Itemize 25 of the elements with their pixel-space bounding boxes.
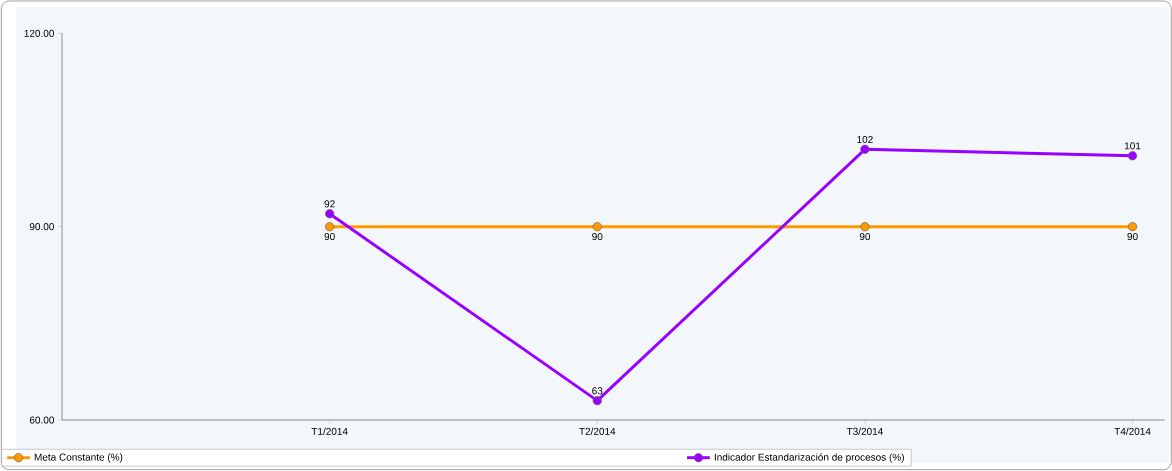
point	[860, 222, 870, 232]
point	[860, 144, 870, 154]
legend-label: Meta Constante (%)	[34, 453, 123, 463]
y-tick-label: 120.00	[24, 29, 55, 37]
data-label: 92	[324, 200, 335, 208]
x-tick-label: T3/2014	[846, 427, 883, 435]
data-label: 63	[592, 387, 603, 395]
point	[325, 209, 335, 219]
y-tick-label: 60.00	[29, 416, 55, 424]
y-tick-label: 90.00	[29, 223, 55, 231]
point	[1127, 222, 1138, 232]
point	[325, 222, 335, 232]
data-label: 101	[1124, 142, 1141, 150]
legend-label: Indicador Estandarización de procesos (%)	[714, 453, 904, 463]
x-tick-label: T2/2014	[579, 427, 616, 435]
point	[1127, 151, 1138, 161]
point	[592, 222, 602, 232]
x-tick-label: T4/2014	[1114, 427, 1151, 435]
data-label: 90	[1127, 232, 1138, 241]
data-label: 90	[324, 232, 335, 241]
x-tick-label: T1/2014	[311, 427, 348, 435]
point	[592, 396, 602, 406]
data-label: 90	[592, 232, 603, 241]
data-label: 90	[859, 232, 871, 241]
data-label: 102	[857, 135, 873, 143]
